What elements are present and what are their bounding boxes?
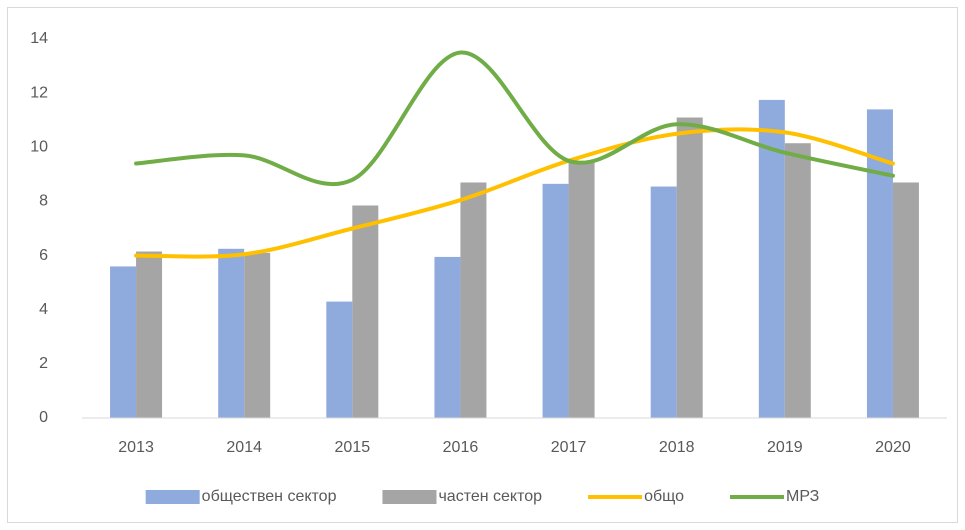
- bar: [218, 248, 245, 418]
- x-tick-label: 2019: [767, 439, 803, 456]
- line: [134, 50, 895, 187]
- line: [134, 127, 895, 259]
- bar: [542, 183, 569, 418]
- x-tick-label: 2017: [551, 439, 587, 456]
- legend-label: обществен сектор: [202, 488, 337, 505]
- y-tick-label: 2: [39, 355, 48, 372]
- bar: [434, 256, 461, 418]
- bar: [650, 186, 677, 418]
- x-tick-label: 2015: [335, 439, 371, 456]
- legend-label: частен сектор: [438, 488, 542, 505]
- legend-label: общо: [644, 488, 684, 505]
- bar: [110, 266, 137, 418]
- bar: [326, 301, 353, 418]
- legend-label: МРЗ: [786, 488, 819, 505]
- bar: [352, 205, 379, 418]
- y-tick-label: 6: [39, 247, 48, 264]
- bar: [676, 117, 703, 418]
- x-tick-label: 2016: [443, 439, 479, 456]
- y-tick-label: 12: [30, 84, 48, 101]
- bar: [460, 182, 487, 418]
- legend-swatch: [382, 490, 437, 504]
- x-tick-label: 2018: [659, 439, 695, 456]
- x-tick-label: 2020: [875, 439, 911, 456]
- legend-swatch: [145, 490, 200, 504]
- y-tick-label: 8: [39, 193, 48, 210]
- bar: [892, 182, 919, 418]
- y-tick-label: 4: [39, 301, 48, 318]
- bar: [136, 251, 163, 418]
- x-tick-label: 2013: [118, 439, 154, 456]
- bar: [784, 143, 811, 418]
- bar: [568, 160, 595, 419]
- y-tick-label: 10: [30, 139, 48, 156]
- bar: [244, 252, 271, 418]
- y-tick-label: 0: [39, 409, 48, 426]
- y-tick-label: 14: [30, 30, 48, 47]
- x-tick-label: 2014: [226, 439, 262, 456]
